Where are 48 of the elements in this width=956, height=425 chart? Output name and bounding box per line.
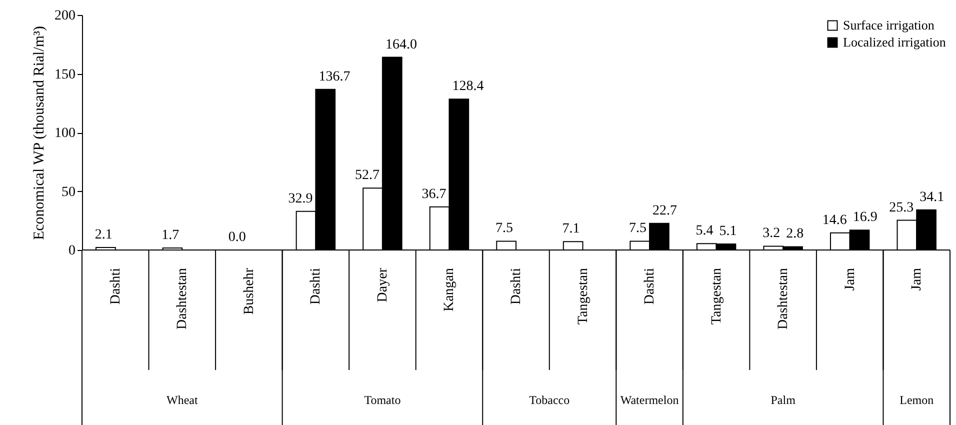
x-tick-label: Kangan <box>442 268 458 312</box>
x-tick-label: Dashtestan <box>776 268 792 330</box>
x-tick-label: Dayer <box>375 268 390 302</box>
data-label: 0.0 <box>228 230 246 245</box>
data-label: 7.1 <box>562 222 580 237</box>
text: Tomato <box>364 393 401 407</box>
text: Wheat <box>166 393 198 407</box>
data-label: 52.7 <box>354 168 380 184</box>
data-label: 136.7 <box>318 69 350 84</box>
data-label: 3.2 <box>762 226 780 242</box>
legend-label: Surface irrigation <box>843 18 935 32</box>
x-tick-label: Bushehr <box>242 268 257 315</box>
y-tick-label: 100 <box>54 126 76 141</box>
legend-label: Localized irrigation <box>843 34 946 50</box>
data-label: 14.6 <box>822 212 847 228</box>
data-label: 164.0 <box>385 37 417 52</box>
x-tick-label: Tangestan <box>576 268 591 325</box>
text: Palm <box>770 393 796 407</box>
data-label: 5.4 <box>696 224 714 239</box>
text: Watermelon <box>620 393 679 407</box>
data-label: 1.7 <box>162 228 180 244</box>
data-label: 22.7 <box>652 203 678 218</box>
data-label: 7.5 <box>629 221 647 236</box>
x-tick-label: Dashtestan <box>175 268 190 330</box>
y-axis-title: Economical WP (thousand Rial/m³) <box>32 26 48 240</box>
data-label: 16.9 <box>852 210 878 226</box>
data-label: 36.7 <box>422 186 446 202</box>
data-label: 32.9 <box>288 191 313 206</box>
y-tick-label: 200 <box>54 8 76 24</box>
y-tick-label: 50 <box>62 184 76 200</box>
data-label: 34.1 <box>920 190 944 205</box>
x-tick-label: Dashti <box>108 268 124 305</box>
x-tick-label: Dashti <box>308 268 324 305</box>
data-label: 128.4 <box>452 79 484 94</box>
y-tick-label: 0 <box>68 244 76 258</box>
data-label: 2.1 <box>94 228 112 243</box>
data-label: 25.3 <box>889 200 914 216</box>
x-tick-label: Jam <box>910 268 925 291</box>
data-label: 7.5 <box>496 221 513 236</box>
x-tick-label: Jam <box>842 268 858 291</box>
x-tick-label: Dashti <box>642 268 658 305</box>
data-label: 5.1 <box>719 224 737 240</box>
x-tick-label: Tangestan <box>709 268 724 325</box>
y-tick-label: 150 <box>54 67 76 82</box>
text: Lemon <box>900 393 934 407</box>
text: Tobacco <box>529 393 570 407</box>
data-label: 2.8 <box>786 226 804 242</box>
x-tick-label: Dashti <box>509 268 524 305</box>
